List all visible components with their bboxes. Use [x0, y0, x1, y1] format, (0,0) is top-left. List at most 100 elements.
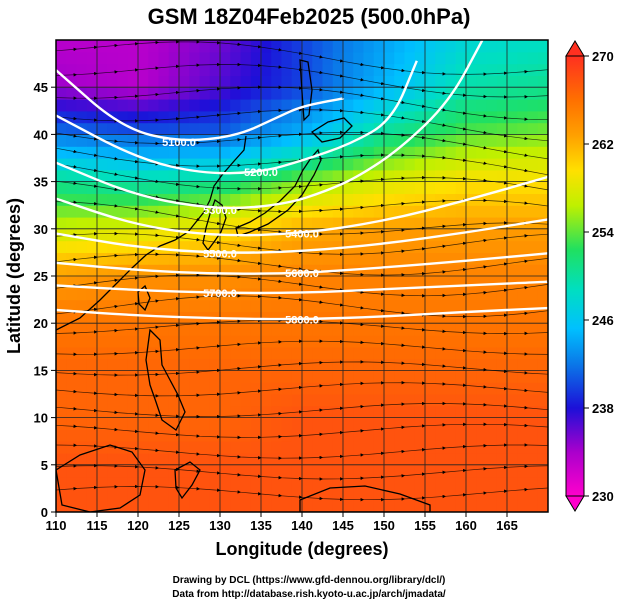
- heatmap-cell: [373, 110, 385, 124]
- heatmap-cell: [455, 217, 467, 230]
- heatmap-cell: [373, 169, 385, 183]
- heatmap-cell: [404, 99, 416, 112]
- heatmap-cell: [179, 299, 190, 312]
- heatmap-cell: [353, 405, 365, 419]
- heatmap-cell: [56, 417, 67, 430]
- heatmap-cell: [240, 335, 252, 348]
- y-tick-label: 40: [34, 127, 48, 142]
- heatmap-cell: [353, 358, 365, 371]
- contour-line: [56, 175, 548, 237]
- heatmap-cell: [404, 181, 416, 194]
- heatmap-cell: [363, 99, 375, 112]
- heatmap-cell: [66, 51, 78, 65]
- heatmap-cell: [455, 146, 467, 159]
- heatmap-cell: [517, 335, 529, 348]
- heatmap-cell: [138, 417, 149, 430]
- heatmap-cell: [322, 40, 334, 53]
- heatmap-cell: [404, 417, 416, 430]
- heatmap-cell: [56, 217, 67, 230]
- heatmap-cell: [517, 476, 529, 489]
- heatmap-cell: [435, 394, 447, 407]
- heatmap-cell: [127, 134, 139, 147]
- heatmap-cell: [527, 370, 539, 383]
- heatmap-cell: [414, 193, 426, 206]
- heatmap-cell: [127, 311, 139, 324]
- heatmap-cell: [179, 99, 190, 112]
- heatmap-cell: [353, 51, 365, 65]
- heatmap-cell: [179, 370, 190, 383]
- heatmap-cell: [86, 358, 98, 371]
- heatmap-cell: [496, 464, 508, 478]
- heatmap-cell: [455, 382, 467, 395]
- heatmap-cell: [404, 287, 416, 301]
- heatmap-cell: [373, 193, 385, 206]
- heatmap-cell: [445, 40, 457, 53]
- heatmap-cell: [250, 441, 262, 454]
- heatmap-cell: [537, 217, 548, 230]
- heatmap-cell: [537, 335, 548, 348]
- heatmap-cell: [86, 217, 98, 230]
- heatmap-cell: [312, 110, 324, 124]
- heatmap-cell: [261, 394, 272, 407]
- heatmap-cell: [466, 110, 477, 124]
- heatmap-cell: [189, 500, 201, 512]
- streamline: [56, 339, 548, 357]
- heatmap-cell: [445, 453, 457, 466]
- heatmap-cell: [466, 158, 477, 171]
- heatmap-cell: [56, 99, 67, 112]
- heatmap-cell: [435, 441, 447, 454]
- heatmap-cell: [322, 429, 334, 442]
- heatmap-cell: [537, 299, 548, 312]
- heatmap-cell: [353, 476, 365, 489]
- heatmap-cell: [332, 158, 344, 171]
- heatmap-cell: [332, 75, 344, 88]
- heatmap-cell: [179, 500, 190, 512]
- heatmap-cell: [353, 99, 365, 112]
- heatmap-cell: [507, 228, 518, 242]
- heatmap-cell: [425, 346, 436, 360]
- heatmap-cell: [435, 370, 447, 383]
- heatmap-cell: [117, 453, 129, 466]
- heatmap-cell: [332, 370, 344, 383]
- heatmap-cell: [404, 299, 416, 312]
- heatmap-cell: [414, 346, 426, 360]
- heatmap-cell: [486, 429, 498, 442]
- heatmap-cell: [343, 276, 354, 289]
- heatmap-cell: [56, 146, 67, 159]
- heatmap-cell: [312, 205, 324, 218]
- heatmap-cell: [240, 417, 252, 430]
- heatmap-cell: [261, 181, 272, 194]
- heatmap-cell: [507, 193, 518, 206]
- heatmap-cell: [527, 476, 539, 489]
- heatmap-cell: [384, 346, 395, 360]
- heatmap-cell: [404, 370, 416, 383]
- heatmap-cell: [466, 323, 477, 336]
- heatmap-cell: [97, 453, 108, 466]
- heatmap-cell: [537, 358, 548, 371]
- heatmap-cell: [455, 40, 467, 53]
- heatmap-cell: [66, 110, 78, 124]
- heatmap-cell: [527, 99, 539, 112]
- heatmap-cell: [322, 441, 334, 454]
- heatmap-cell: [394, 158, 406, 171]
- heatmap-cell: [527, 181, 539, 194]
- heatmap-cell: [291, 299, 303, 312]
- heatmap-cell: [476, 488, 488, 501]
- heatmap-cell: [445, 169, 457, 183]
- heatmap-cell: [537, 500, 548, 512]
- heatmap-cell: [517, 287, 529, 301]
- heatmap-cell: [517, 358, 529, 371]
- x-tick-label: 155: [414, 518, 436, 533]
- heatmap-cell: [384, 63, 395, 76]
- heatmap-cell: [148, 99, 160, 112]
- heatmap-cell: [435, 75, 447, 88]
- heatmap-cell: [76, 193, 88, 206]
- heatmap-cell: [86, 453, 98, 466]
- heatmap-cell: [271, 382, 283, 395]
- heatmap-cell: [394, 358, 406, 371]
- heatmap-cell: [486, 417, 498, 430]
- heatmap-cell: [445, 417, 457, 430]
- heatmap-cell: [425, 488, 436, 501]
- heatmap-cell: [507, 264, 518, 277]
- heatmap-cell: [425, 287, 436, 301]
